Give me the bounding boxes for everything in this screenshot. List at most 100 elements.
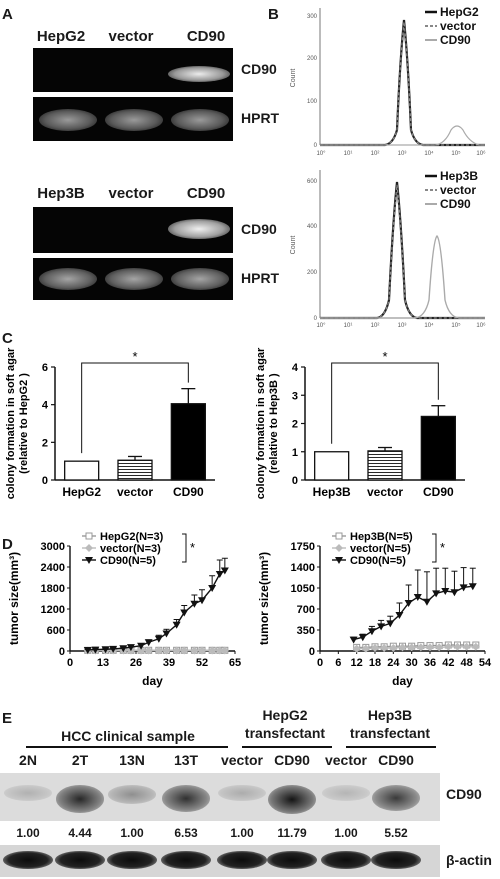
data-point — [208, 646, 217, 655]
y-axis-label: tumor size(mm³) — [7, 552, 21, 645]
data-point — [398, 643, 407, 652]
significance-bracket — [432, 533, 437, 563]
data-point — [198, 597, 206, 605]
data-point — [462, 642, 471, 651]
data-point — [215, 646, 224, 655]
panel-letter-e: E — [2, 710, 13, 727]
data-point — [101, 646, 110, 654]
data-point — [137, 642, 146, 650]
gel-band-label: CD90 — [241, 61, 277, 77]
legend-label: vector — [440, 19, 476, 33]
quantification-value: 1.00 — [334, 826, 358, 840]
y-tick-label: 4 — [292, 362, 299, 374]
blot-band-cd90 — [162, 785, 210, 812]
y-axis-label: Count — [290, 69, 297, 88]
gel-band — [39, 109, 97, 131]
lane-label: 13N — [119, 752, 145, 768]
data-point — [220, 646, 229, 655]
data-point — [416, 643, 425, 652]
x-axis-label: day — [392, 674, 413, 688]
y-axis-label: Count — [290, 236, 297, 255]
data-point — [144, 639, 153, 647]
blot-band-cd90 — [4, 785, 52, 801]
gel-strip-hprt — [33, 97, 233, 141]
x-tick-label: 12 — [351, 657, 363, 669]
y-tick-label: 400 — [307, 224, 318, 230]
significance-star: * — [132, 349, 137, 364]
data-point — [386, 620, 395, 628]
x-tick-label: Hep3B — [313, 485, 351, 499]
y-tick-label: 0 — [292, 475, 298, 487]
y-axis-label: (relative to HepG2 ) — [18, 373, 30, 474]
gel-lane-label: CD90 — [186, 185, 226, 202]
gel-strip-cd90 — [33, 207, 233, 253]
gel-band — [171, 268, 229, 290]
significance-star: * — [190, 540, 195, 555]
legend-label: CD90(N=5) — [350, 555, 406, 567]
data-point — [162, 646, 171, 655]
gel-lane-label: vector — [108, 185, 154, 202]
bar — [420, 415, 456, 481]
group-label-hepg2: HepG2 transfectant — [244, 707, 326, 741]
x-tick-label: 42 — [442, 657, 454, 669]
y-axis-label: colony formation in soft agar — [255, 347, 267, 499]
data-point — [441, 588, 450, 595]
legend-label: CD90 — [440, 197, 471, 211]
y-tick-label: 350 — [297, 625, 315, 637]
x-tick-label: 18 — [369, 657, 381, 669]
data-point — [389, 644, 398, 652]
histogram-curve-vector — [320, 184, 485, 319]
gel-band — [171, 109, 229, 131]
gel-lane-label: Hep3B — [37, 185, 85, 202]
histogram-curve-hepg2 — [320, 19, 485, 147]
data-point — [453, 642, 462, 651]
x-tick-label: 10² — [371, 151, 380, 157]
x-tick-label: 10¹ — [344, 151, 353, 157]
gel-band-label: HPRT — [241, 110, 280, 126]
data-point — [413, 594, 422, 601]
y-tick-label: 1 — [292, 447, 298, 459]
blot-band-actin — [267, 851, 317, 869]
lane-label: CD90 — [274, 752, 310, 768]
gel-lane-label: CD90 — [186, 28, 226, 45]
data-point — [395, 612, 404, 619]
quantification-value: 1.00 — [230, 826, 254, 840]
y-tick-label: 700 — [297, 604, 315, 616]
y-tick-label: 0 — [42, 475, 48, 487]
group-bracket — [26, 746, 228, 748]
blot-band-cd90 — [56, 785, 104, 813]
x-tick-label: 10⁶ — [476, 322, 486, 329]
data-point — [172, 646, 181, 655]
lane-label: vector — [220, 752, 264, 768]
y-axis-label: (relative to Hep3B ) — [268, 373, 280, 474]
y-tick-label: 0 — [314, 316, 318, 322]
x-tick-label: 13 — [97, 657, 109, 669]
x-tick-label: 65 — [229, 657, 241, 669]
data-point — [190, 600, 199, 608]
data-point — [215, 571, 224, 578]
quantification-value: 6.53 — [174, 826, 198, 840]
data-point — [435, 643, 444, 652]
data-point — [377, 623, 386, 631]
y-tick-label: 2400 — [41, 562, 65, 574]
blot-strip-actin — [0, 845, 440, 877]
significance-bracket — [81, 362, 189, 454]
bar — [367, 450, 403, 481]
blot-band-actin — [371, 851, 421, 869]
quantification-value: 5.52 — [384, 826, 408, 840]
legend-marker — [85, 544, 93, 552]
x-tick-label: 10⁶ — [476, 150, 486, 157]
x-tick-label: 24 — [387, 657, 400, 669]
blot-band-actin — [3, 851, 53, 869]
data-point — [83, 646, 92, 654]
bar-chart-hepg2: colony formation in soft agar (relative t… — [5, 347, 215, 499]
gel-band-label: HPRT — [241, 270, 280, 286]
data-point — [422, 598, 431, 606]
x-tick-label: vector — [367, 485, 403, 499]
x-tick-label: vector — [117, 485, 153, 499]
data-point — [172, 621, 181, 629]
x-tick-label: 36 — [424, 657, 436, 669]
y-tick-label: 1800 — [41, 583, 65, 595]
y-tick-label: 300 — [307, 14, 318, 20]
